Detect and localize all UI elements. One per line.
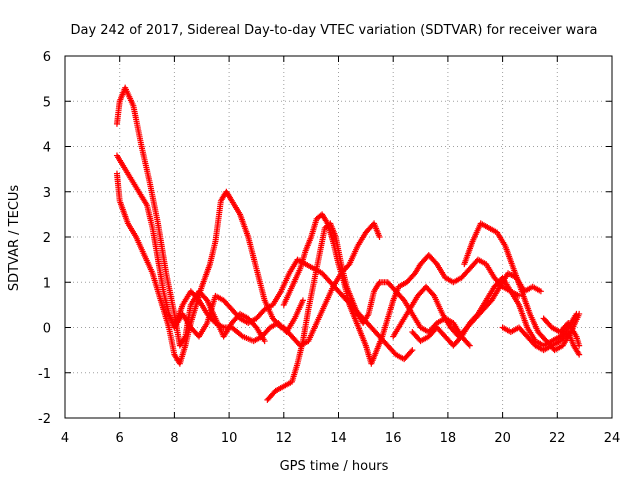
data-point	[276, 323, 283, 330]
y-tick-label: 3	[43, 186, 51, 201]
data-point	[516, 292, 523, 299]
x-tick-label: 14	[330, 431, 347, 446]
data-point	[537, 288, 544, 295]
x-axis-label: GPS time / hours	[280, 459, 389, 474]
chart-title: Day 242 of 2017, Sidereal Day-to-day VTE…	[70, 23, 597, 38]
x-tick-label: 18	[440, 431, 457, 446]
data-point	[430, 291, 437, 298]
y-tick-label: -1	[38, 367, 51, 382]
y-tick-label: 5	[43, 95, 51, 110]
x-tick-label: 6	[116, 431, 124, 446]
data-point	[203, 296, 210, 303]
data-point	[409, 347, 416, 354]
y-tick-label: 1	[43, 276, 51, 291]
y-tick-label: 6	[43, 50, 51, 65]
data-points	[113, 84, 583, 403]
data-point	[261, 338, 268, 345]
data-point	[299, 297, 306, 304]
x-tick-label: 20	[494, 431, 511, 446]
y-axis-label: SDTVAR / TECUs	[7, 185, 22, 292]
x-tick-label: 22	[549, 431, 566, 446]
data-point	[576, 310, 583, 317]
y-tick-label: -2	[38, 412, 51, 427]
data-point	[465, 341, 472, 348]
x-tick-label: 24	[604, 431, 621, 446]
data-point	[576, 351, 583, 358]
data-point	[576, 342, 583, 349]
data-point	[408, 348, 415, 355]
x-tick-label: 12	[276, 431, 293, 446]
y-tick-label: 2	[43, 231, 51, 246]
data-point	[345, 262, 352, 269]
y-tick-label: 0	[43, 322, 51, 337]
y-tick-label: 4	[43, 141, 51, 156]
x-tick-label: 10	[221, 431, 238, 446]
data-point	[376, 234, 383, 240]
data-point	[238, 332, 245, 339]
data-point	[466, 342, 473, 349]
x-tick-label: 16	[385, 431, 402, 446]
x-tick-label: 4	[61, 431, 69, 446]
x-tick-label: 8	[170, 431, 178, 446]
